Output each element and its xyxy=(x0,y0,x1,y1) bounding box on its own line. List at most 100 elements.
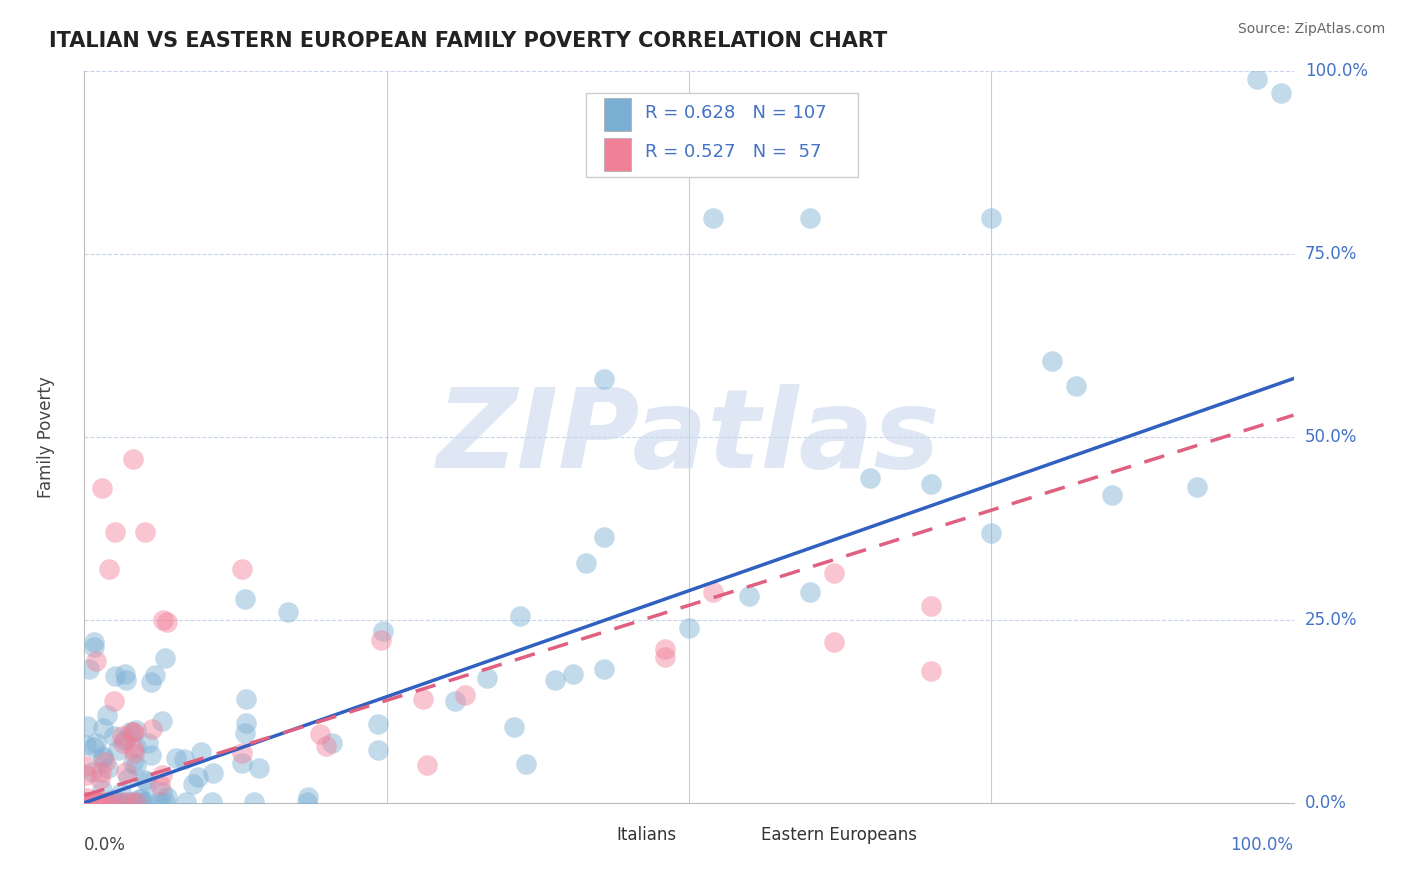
Point xyxy=(87,795,110,809)
Point xyxy=(502,721,524,735)
Point xyxy=(76,719,98,733)
Point xyxy=(87,795,110,809)
Point xyxy=(121,452,143,467)
Point xyxy=(122,795,145,809)
Point xyxy=(120,795,142,809)
Bar xyxy=(605,98,631,131)
Point xyxy=(76,795,98,809)
Point xyxy=(367,717,389,731)
Point xyxy=(149,795,172,809)
Point xyxy=(593,371,616,385)
Point xyxy=(103,694,125,708)
Point xyxy=(738,589,761,603)
Point xyxy=(1064,379,1087,393)
Point xyxy=(75,759,97,773)
Point xyxy=(91,749,114,764)
Point xyxy=(920,599,942,613)
Point xyxy=(87,795,110,809)
Point xyxy=(114,732,136,747)
Point xyxy=(122,746,145,760)
Point xyxy=(77,662,100,676)
Point xyxy=(82,795,104,809)
Point xyxy=(103,729,125,743)
Point xyxy=(124,740,146,755)
Point xyxy=(129,791,152,805)
Point xyxy=(235,692,257,706)
Point xyxy=(135,775,157,789)
Text: ZIPatlas: ZIPatlas xyxy=(437,384,941,491)
Point xyxy=(231,746,253,760)
Point xyxy=(153,795,176,809)
Point xyxy=(111,729,134,743)
Text: 75.0%: 75.0% xyxy=(1305,245,1357,263)
Point xyxy=(75,738,97,752)
Point xyxy=(297,789,319,804)
Point xyxy=(980,211,1002,225)
Point xyxy=(509,609,531,624)
Point xyxy=(91,481,114,495)
Point xyxy=(114,673,136,687)
Text: 100.0%: 100.0% xyxy=(1305,62,1368,80)
Point xyxy=(183,777,205,791)
Point xyxy=(124,723,146,737)
Point xyxy=(90,764,112,779)
Point xyxy=(75,768,97,782)
Point xyxy=(86,795,108,809)
Point xyxy=(454,688,477,702)
Point xyxy=(134,525,156,540)
Point xyxy=(1185,480,1208,494)
Point xyxy=(233,591,256,606)
Text: Family Poverty: Family Poverty xyxy=(37,376,55,498)
Point xyxy=(235,716,257,731)
Point xyxy=(201,795,224,809)
Point xyxy=(152,613,174,627)
Text: Source: ZipAtlas.com: Source: ZipAtlas.com xyxy=(1237,22,1385,37)
Point xyxy=(115,765,138,780)
Point xyxy=(295,795,318,809)
Point xyxy=(75,795,97,809)
Text: Eastern Europeans: Eastern Europeans xyxy=(762,826,918,844)
Point xyxy=(118,725,141,739)
Point xyxy=(93,721,115,735)
Point xyxy=(134,772,156,787)
Point xyxy=(110,795,132,809)
Point xyxy=(165,751,187,765)
Point xyxy=(654,649,676,664)
Point xyxy=(143,667,166,681)
Text: 0.0%: 0.0% xyxy=(1305,794,1347,812)
Point xyxy=(1270,87,1292,101)
Point xyxy=(122,756,145,771)
Point xyxy=(173,752,195,766)
Point xyxy=(125,795,148,809)
Point xyxy=(141,675,163,690)
Point xyxy=(80,795,103,809)
Point xyxy=(367,742,389,756)
Text: 50.0%: 50.0% xyxy=(1305,428,1357,446)
Point xyxy=(97,562,120,576)
Point xyxy=(101,793,124,807)
Point xyxy=(201,766,224,780)
Point xyxy=(231,562,253,576)
Point xyxy=(117,795,139,809)
Point xyxy=(91,751,114,765)
Point xyxy=(544,673,567,688)
Point xyxy=(249,761,271,775)
Point xyxy=(799,585,821,599)
Point xyxy=(233,726,256,740)
Point xyxy=(920,664,942,678)
Point xyxy=(231,756,253,770)
Point xyxy=(980,526,1002,541)
Point xyxy=(94,755,117,769)
Point xyxy=(678,621,700,635)
Point xyxy=(105,795,128,809)
Bar xyxy=(581,822,607,849)
Point xyxy=(309,727,332,741)
Point xyxy=(702,211,724,225)
Point xyxy=(114,666,136,681)
Point xyxy=(823,566,845,580)
Point xyxy=(141,722,163,736)
Point xyxy=(82,795,104,809)
Point xyxy=(83,635,105,649)
Point xyxy=(96,708,118,723)
Point xyxy=(592,529,614,543)
